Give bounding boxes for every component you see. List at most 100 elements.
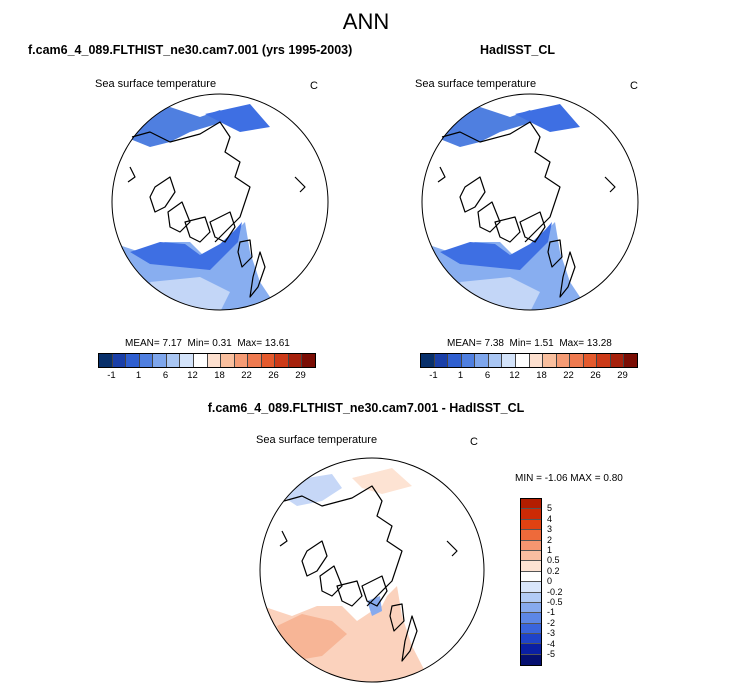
panel-3-cbar-label: 3	[547, 524, 553, 535]
panel-3-colorbar-swatch	[521, 613, 541, 624]
panel-2-colorbar-swatch	[421, 354, 435, 367]
panel-1-subtitle: Sea surface temperature	[95, 78, 217, 90]
panel-3-cbar-label: -0.5	[547, 597, 563, 607]
panel-1-coastlines	[127, 121, 306, 298]
panel-3-cbar-label: -5	[547, 649, 556, 659]
panel-2-colorbar-labels: -1 1 6 12 18 22 26 29	[420, 370, 636, 382]
panel-3-cbar-label: 5	[547, 503, 553, 514]
panel-2-colorbar-swatch	[624, 354, 637, 367]
panel-1-colorbar-swatch	[180, 354, 194, 367]
panel-1-cbar-label: -1	[107, 370, 116, 381]
panel-1-colorbar-swatch	[207, 354, 222, 367]
panel-1-min-label: Min=	[187, 338, 210, 349]
panel-2-colorbar	[420, 353, 638, 368]
panel-2-cbar-label: 26	[590, 370, 601, 381]
panel-2-map-boundary	[421, 93, 639, 311]
panel-2-cbar-label: 18	[536, 370, 547, 381]
panel-1-max: 13.61	[264, 338, 290, 349]
panel-1-colorbar-swatch	[126, 354, 140, 367]
panel-3-cbar-label: -0.2	[547, 586, 563, 597]
panel-1-colorbar-swatch	[302, 354, 315, 367]
panel-1-title: f.cam6_4_089.FLTHIST_ne30.cam7.001 (yrs …	[28, 43, 353, 57]
panel-1-cbar-label: 6	[162, 370, 169, 381]
panel-1-min: 0.31	[212, 338, 232, 349]
panel-1-mean-label: MEAN=	[125, 338, 160, 349]
panel-1-cbar-label: 26	[268, 370, 279, 381]
panel-3-colorbar-swatch	[521, 634, 541, 645]
panel-3-colorbar-swatch	[521, 654, 541, 666]
panel-1-colorbar-swatch	[139, 354, 154, 367]
panel-2-cbar-label: 6	[484, 370, 491, 381]
panel-2-colorbar-swatch	[570, 354, 584, 367]
panel-1-cbar-label: 29	[295, 370, 306, 381]
panel-1-map	[111, 93, 329, 311]
panel-2-subtitle: Sea surface temperature	[415, 78, 537, 90]
panel-3-cbar-label: -3	[547, 628, 556, 639]
panel-1-colorbar-labels: -1 1 6 12 18 22 26 29	[98, 370, 314, 382]
panel-1-cbar-label: 22	[241, 370, 252, 381]
panel-3-colorbar-swatch	[521, 592, 541, 603]
panel-1-cbar-label: 12	[187, 370, 198, 381]
panel-2-colorbar-swatch	[515, 354, 530, 367]
panel-3-cbar-label: 0	[547, 576, 553, 587]
panel-2-colorbar-swatch	[475, 354, 489, 367]
panel-2-colorbar-swatch	[448, 354, 462, 367]
panel-1-stats: MEAN= 7.17 Min= 0.31 Max= 13.61	[125, 338, 290, 349]
panel-2-units: C	[630, 80, 638, 92]
panel-3-colorbar-labels: 5 4 3 2 1 0.5 0.2 0 -0.2 -0.5 -1 -2 -3 -…	[547, 498, 587, 668]
panel-1-colorbar-swatch	[221, 354, 235, 367]
panel-1-colorbar-swatch	[288, 354, 303, 367]
panel-3-cbar-label: 0.2	[547, 565, 560, 576]
panel-2-cbar-label: -1	[429, 370, 438, 381]
panel-3-ocean-north-warm	[352, 468, 412, 494]
panel-1-ocean-cold	[130, 222, 242, 270]
panel-3-map	[259, 457, 485, 683]
panel-3-colorbar	[520, 498, 542, 667]
panel-1-colorbar-swatch	[99, 354, 113, 367]
panel-1-colorbar-swatch	[234, 354, 249, 367]
panel-3-colorbar-swatch	[521, 561, 541, 572]
panel-2-min: 1.51	[534, 338, 554, 349]
panel-3-cbar-label: -4	[547, 638, 556, 649]
panel-2-colorbar-swatch	[529, 354, 544, 367]
panel-2-title: HadISST_CL	[480, 43, 556, 57]
panel-3-colorbar-swatch	[521, 540, 541, 551]
panel-3-colorbar-swatch	[521, 530, 541, 541]
panel-1-colorbar-swatch	[261, 354, 276, 367]
panel-1-max-label: Max=	[237, 338, 263, 349]
panel-3-coastlines	[279, 485, 458, 662]
panel-2-ocean-cold	[440, 222, 552, 270]
panel-3-ocean-cool-patch	[367, 596, 382, 616]
panel-1-colorbar-swatch	[193, 354, 208, 367]
panel-3-stats: MIN = -1.06 MAX = 0.80	[515, 473, 623, 484]
panel-3-map-boundary	[259, 457, 485, 683]
panel-2-map	[421, 93, 639, 311]
panel-3-colorbar-swatch	[521, 550, 541, 562]
panel-2-colorbar-swatch	[597, 354, 611, 367]
panel-3-colorbar-swatch	[521, 623, 541, 635]
panel-2-cbar-label: 29	[617, 370, 628, 381]
panel-3-ocean-warmer	[277, 614, 347, 661]
panel-3-colorbar-swatch	[521, 602, 541, 614]
panel-1-map-boundary	[111, 93, 329, 311]
panel-3-cbar-label: 4	[547, 513, 553, 524]
panel-1-colorbar-swatch	[112, 354, 127, 367]
panel-3-cbar-label: 1	[547, 545, 553, 555]
panel-1-colorbar-swatch	[153, 354, 167, 367]
panel-2-colorbar-swatch	[434, 354, 449, 367]
panel-3-colorbar-swatch	[521, 509, 541, 520]
panel-2-ocean-north	[515, 104, 580, 132]
panel-1-colorbar	[98, 353, 316, 368]
panel-2-min-label: Min=	[509, 338, 532, 349]
panel-1-colorbar-swatch	[275, 354, 289, 367]
panel-1-ocean-north	[205, 104, 270, 132]
panel-3-colorbar-swatch	[521, 582, 541, 593]
panel-2-mean-label: MEAN=	[447, 338, 482, 349]
panel-3-cbar-label: -2	[547, 617, 556, 628]
panel-2-colorbar-swatch	[488, 354, 503, 367]
panel-3-units: C	[470, 436, 478, 448]
panel-1-cbar-label: 18	[214, 370, 225, 381]
panel-1-colorbar-swatch	[248, 354, 262, 367]
panel-2-cbar-label: 22	[563, 370, 574, 381]
panel-3-colorbar-swatch	[521, 519, 541, 531]
